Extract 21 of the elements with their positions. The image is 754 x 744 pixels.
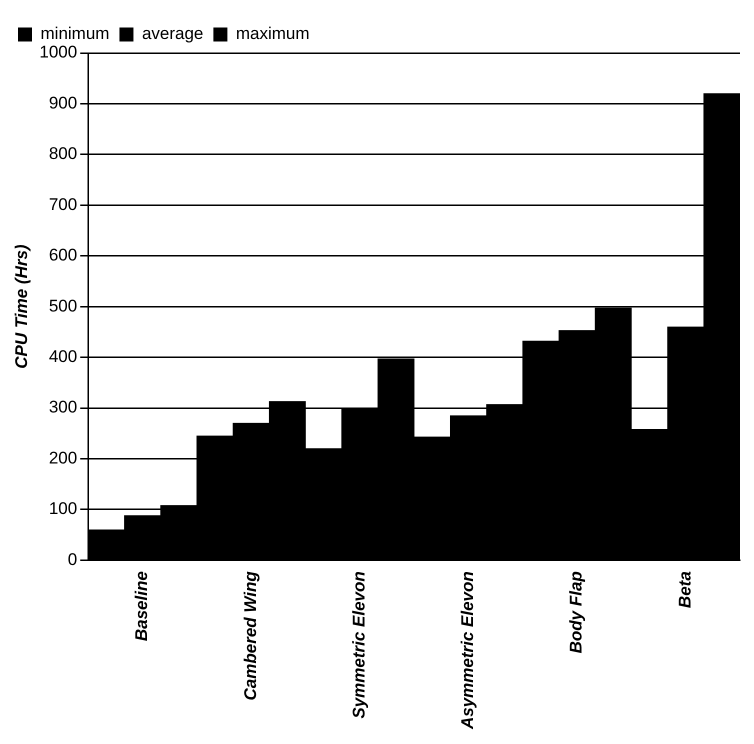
y-tick-label: 200	[48, 448, 78, 468]
y-tick-label: 600	[48, 246, 78, 265]
legend-label: minimum	[40, 24, 110, 44]
legend-label: maximum	[236, 24, 310, 44]
legend-label: average	[142, 24, 204, 44]
y-tick-label: 900	[48, 93, 78, 112]
y-axis-title: CPU Time (Hrs)	[12, 244, 31, 369]
y-tick-label: 300	[48, 398, 78, 417]
y-tick-label: 100	[48, 499, 78, 518]
x-tick-label: Beta	[675, 571, 694, 608]
y-tick-label: 1000	[39, 42, 78, 62]
y-tick-label: 500	[48, 296, 78, 316]
x-tick-label: Cambered Wing	[240, 570, 260, 700]
y-tick-label: 800	[48, 144, 78, 164]
y-tick-label: 400	[48, 347, 78, 366]
x-tick-label: Baseline	[132, 571, 152, 642]
x-tick-label: Asymmetric Elevon	[458, 571, 478, 730]
x-tick-label: Symmetric Elevon	[349, 571, 368, 719]
y-tick-label: 0	[68, 550, 78, 569]
y-tick-label: 700	[48, 194, 78, 214]
x-tick-label: Body Flap	[566, 571, 586, 654]
